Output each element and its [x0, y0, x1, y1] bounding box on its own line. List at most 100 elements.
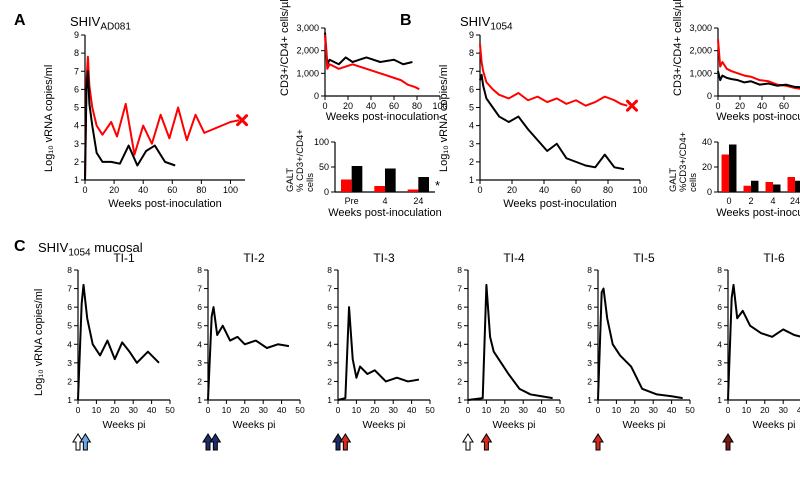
x-axis-label: Weeks post-inoculation	[708, 207, 800, 219]
svg-text:40: 40	[537, 405, 547, 415]
svg-text:10: 10	[612, 405, 622, 415]
svg-text:Weeks pi: Weeks pi	[103, 419, 146, 431]
svg-text:60: 60	[167, 185, 177, 195]
svg-text:40: 40	[757, 101, 767, 111]
svg-text:10: 10	[222, 405, 232, 415]
svg-text:4: 4	[382, 196, 387, 206]
panel-b-label: B	[400, 12, 412, 30]
svg-text:4: 4	[457, 339, 462, 349]
svg-text:20: 20	[343, 101, 353, 111]
svg-text:3: 3	[469, 139, 474, 149]
panel-b-vrna-chart: 123456789020406080100	[430, 25, 660, 210]
svg-text:TI-6: TI-6	[763, 251, 785, 265]
svg-text:4: 4	[327, 339, 332, 349]
x-axis-label: Weeks post-inoculation	[325, 207, 445, 219]
svg-text:2,000: 2,000	[296, 46, 319, 56]
y-axis-label: CD3+/CD4+ cells/µl	[672, 0, 684, 96]
svg-text:100: 100	[314, 137, 329, 147]
svg-text:6: 6	[74, 84, 79, 94]
svg-text:1,000: 1,000	[296, 68, 319, 78]
svg-text:TI-5: TI-5	[633, 251, 655, 265]
svg-text:10: 10	[352, 405, 362, 415]
svg-text:7: 7	[457, 284, 462, 294]
svg-text:4: 4	[67, 339, 72, 349]
svg-text:2: 2	[67, 376, 72, 386]
svg-text:2: 2	[748, 196, 753, 206]
svg-text:8: 8	[197, 265, 202, 275]
svg-text:20: 20	[110, 405, 120, 415]
svg-text:7: 7	[74, 66, 79, 76]
svg-text:5: 5	[197, 321, 202, 331]
panel-c-plot-6: 1234567801020304050TI-6Weeks pi	[690, 248, 800, 448]
svg-text:20: 20	[735, 101, 745, 111]
svg-text:1: 1	[717, 395, 722, 405]
svg-text:80: 80	[412, 101, 422, 111]
svg-text:TI-4: TI-4	[503, 251, 525, 265]
svg-text:0: 0	[76, 405, 81, 415]
svg-text:8: 8	[327, 265, 332, 275]
svg-text:Weeks pi: Weeks pi	[493, 419, 536, 431]
svg-text:30: 30	[518, 405, 528, 415]
svg-text:0: 0	[336, 405, 341, 415]
svg-text:7: 7	[197, 284, 202, 294]
svg-text:3: 3	[717, 358, 722, 368]
svg-text:60: 60	[571, 185, 581, 195]
svg-text:1: 1	[74, 175, 79, 185]
svg-text:20: 20	[760, 405, 770, 415]
svg-text:5: 5	[457, 321, 462, 331]
panel-a-cd4-chart: 01,0002,0003,000020406080100	[270, 20, 455, 118]
svg-text:Weeks pi: Weeks pi	[623, 419, 666, 431]
svg-text:TI-2: TI-2	[243, 251, 265, 265]
svg-text:40: 40	[539, 185, 549, 195]
svg-text:4: 4	[469, 121, 474, 131]
svg-text:2: 2	[717, 376, 722, 386]
svg-text:50: 50	[319, 162, 329, 172]
svg-text:9: 9	[469, 30, 474, 40]
svg-text:5: 5	[717, 321, 722, 331]
svg-text:5: 5	[74, 103, 79, 113]
svg-text:6: 6	[457, 302, 462, 312]
svg-text:2: 2	[197, 376, 202, 386]
svg-text:30: 30	[648, 405, 658, 415]
svg-text:4: 4	[717, 339, 722, 349]
svg-text:TI-1: TI-1	[113, 251, 135, 265]
svg-text:0: 0	[726, 196, 731, 206]
svg-text:6: 6	[197, 302, 202, 312]
svg-text:30: 30	[128, 405, 138, 415]
figure-root: ASHIVAD081123456789020406080100Log₁₀ vRN…	[0, 0, 800, 500]
svg-text:3: 3	[457, 358, 462, 368]
svg-text:0: 0	[596, 405, 601, 415]
svg-text:2: 2	[327, 376, 332, 386]
svg-text:30: 30	[258, 405, 268, 415]
svg-text:7: 7	[717, 284, 722, 294]
svg-text:7: 7	[327, 284, 332, 294]
x-axis-label: Weeks post-inoculation	[75, 198, 255, 210]
svg-text:4: 4	[74, 121, 79, 131]
svg-text:4: 4	[197, 339, 202, 349]
svg-text:1: 1	[197, 395, 202, 405]
svg-text:30: 30	[388, 405, 398, 415]
svg-text:6: 6	[327, 302, 332, 312]
svg-text:0: 0	[715, 101, 720, 111]
panel-a-vrna-chart: 123456789020406080100	[35, 25, 265, 210]
svg-text:3: 3	[67, 358, 72, 368]
svg-text:6: 6	[717, 302, 722, 312]
svg-text:20: 20	[500, 405, 510, 415]
svg-text:0: 0	[322, 101, 327, 111]
svg-text:20: 20	[702, 162, 712, 172]
svg-text:1: 1	[67, 395, 72, 405]
svg-text:40: 40	[702, 137, 712, 147]
svg-text:20: 20	[630, 405, 640, 415]
svg-text:1: 1	[457, 395, 462, 405]
y-axis-label: cells	[305, 173, 316, 192]
svg-text:8: 8	[457, 265, 462, 275]
x-axis-label: Weeks post-inoculation	[708, 111, 800, 123]
svg-text:40: 40	[147, 405, 157, 415]
svg-text:TI-3: TI-3	[373, 251, 395, 265]
svg-text:24: 24	[413, 196, 423, 206]
svg-text:0: 0	[707, 91, 712, 101]
svg-text:8: 8	[587, 265, 592, 275]
svg-text:4: 4	[770, 196, 775, 206]
svg-text:3,000: 3,000	[296, 23, 319, 33]
svg-text:8: 8	[67, 265, 72, 275]
